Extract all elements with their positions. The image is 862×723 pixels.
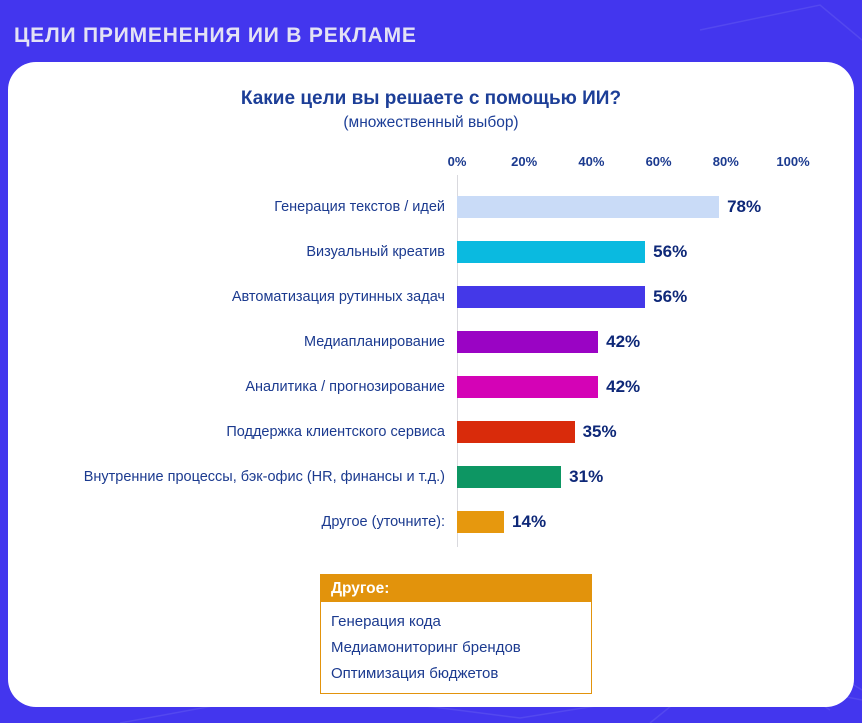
- bar-wrap: 35%: [457, 420, 854, 443]
- category-label: Поддержка клиентского сервиса: [226, 423, 445, 440]
- value-label: 78%: [727, 196, 762, 216]
- x-axis-tick-label: 40%: [578, 154, 605, 169]
- chart-row: Автоматизация рутинных задач 56%: [8, 274, 854, 319]
- bar-wrap: 78%: [457, 195, 854, 218]
- chart-row: Внутренние процессы, бэк-офис (HR, финан…: [8, 454, 854, 499]
- value-label: 35%: [582, 421, 617, 441]
- bar: [457, 240, 646, 263]
- bar: [457, 285, 646, 308]
- bar-wrap: 42%: [457, 375, 854, 398]
- x-axis-tick-label: 0%: [447, 154, 467, 169]
- bar: [457, 195, 720, 218]
- bar: [457, 465, 562, 488]
- bar-wrap: 56%: [457, 285, 854, 308]
- bar-wrap: 56%: [457, 240, 854, 263]
- other-box-items: Генерация кода Медиамониторинг брендов Опт…: [321, 604, 591, 693]
- chart-card: Какие цели вы решаете с помощью ИИ? (мно…: [8, 62, 854, 707]
- bar: [457, 420, 575, 443]
- chart-row: Аналитика / прогнозирование 42%: [8, 364, 854, 409]
- bar-wrap: 14%: [457, 510, 854, 533]
- category-label: Генерация текстов / идей: [274, 198, 445, 215]
- category-label: Внутренние процессы, бэк-офис (HR, финан…: [83, 468, 445, 485]
- bar: [457, 330, 599, 353]
- other-box-item: Оптимизация бюджетов: [331, 665, 499, 682]
- category-label: Визуальный креатив: [306, 243, 445, 260]
- value-label: 56%: [653, 286, 688, 306]
- value-label: 56%: [653, 241, 688, 261]
- other-box-item: Медиамониторинг брендов: [331, 639, 521, 656]
- other-answers-box: Другое: Генерация кода Медиамониторинг бр…: [320, 574, 592, 694]
- chart-row: Поддержка клиентского сервиса 35%: [8, 409, 854, 454]
- category-label: Автоматизация рутинных задач: [231, 288, 445, 305]
- bar: [457, 510, 505, 533]
- x-axis-tick-label: 20%: [511, 154, 538, 169]
- chart-row: Медиапланирование 42%: [8, 319, 854, 364]
- other-box-header: Другое:: [321, 575, 591, 604]
- chart-subtitle: (множественный выбор): [343, 114, 519, 131]
- zero-axis-line: [457, 175, 458, 547]
- category-label: Другое (уточните):: [321, 513, 445, 530]
- bar-wrap: 42%: [457, 330, 854, 353]
- bar-wrap: 31%: [457, 465, 854, 488]
- value-label: 31%: [569, 466, 604, 486]
- chart-row: Другое (уточните): 14%: [8, 499, 854, 544]
- x-axis-tick-label: 100%: [776, 154, 810, 169]
- chart-title: Какие цели вы решаете с помощью ИИ?: [240, 88, 622, 109]
- chart-row: Генерация текстов / идей 78%: [8, 184, 854, 229]
- value-label: 42%: [606, 376, 641, 396]
- chart-row: Визуальный креатив 56%: [8, 229, 854, 274]
- x-axis-tick-label: 60%: [645, 154, 672, 169]
- value-label: 42%: [606, 331, 641, 351]
- x-axis-tick-label: 80%: [712, 154, 739, 169]
- other-box-item: Генерация кода: [331, 613, 441, 630]
- page-title: ЦЕЛИ ПРИМЕНЕНИЯ ИИ В РЕКЛАМЕ: [14, 24, 417, 47]
- chart-rows: Генерация текстов / идей 78% Визуальный кр…: [8, 184, 854, 544]
- value-label: 14%: [512, 511, 547, 531]
- category-label: Медиапланирование: [304, 333, 445, 350]
- category-label: Аналитика / прогнозирование: [245, 378, 445, 395]
- bar: [457, 375, 599, 398]
